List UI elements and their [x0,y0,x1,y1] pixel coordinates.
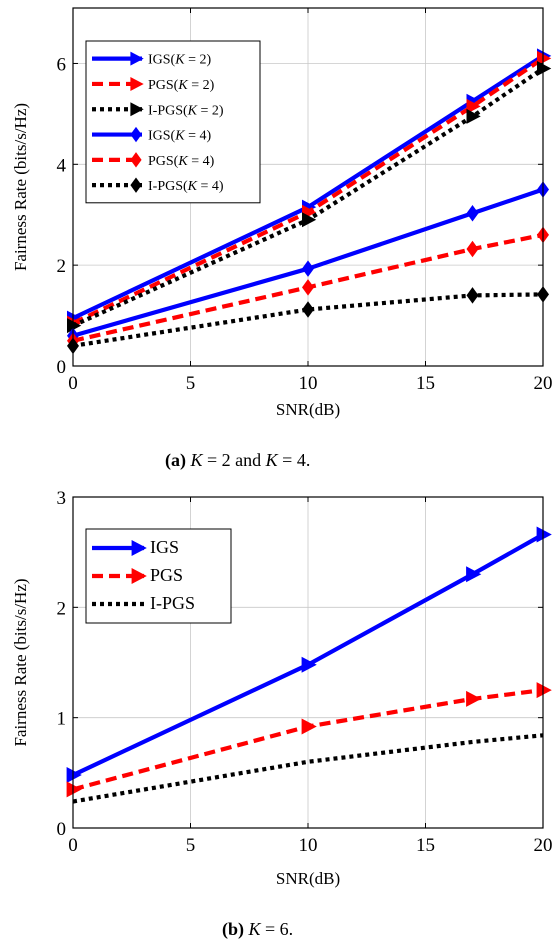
legend-label: IGS(K = 2) [148,53,211,68]
y-tick-label: 6 [57,54,67,75]
data-point [466,98,481,114]
legend: IGS PGS I-PGS [85,528,232,624]
legend-marker [130,152,142,168]
legend-marker [130,76,144,91]
data-point [537,61,552,77]
legend-marker [130,177,142,193]
legend-marker [131,540,147,556]
x-tick-label: 5 [186,373,196,394]
legend-marker [130,126,142,143]
data-point [301,656,317,673]
data-point [302,260,314,277]
data-point [67,318,82,334]
data-point [302,279,314,296]
legend-label: PGS(K = 4) [148,154,215,169]
data-point [466,204,479,222]
data-point [466,690,482,707]
legend-marker [130,102,144,117]
series-line-2 [72,687,544,792]
legend-box [85,40,261,204]
data-point [536,526,552,543]
legend-label: I-PGS(K = 4) [148,179,224,194]
caption: (a) K = 2 and K = 4. [165,450,310,471]
legend-label: I-PGS(K = 2) [148,103,224,118]
x-tick-label: 20 [534,373,553,394]
chart-a: 0 5 10 15 20 0 2 4 6 SNR(dB) Fairness Rate (bits/s… [11,7,553,471]
data-point [301,718,317,735]
data-point [302,212,317,228]
y-tick-label: 0 [57,357,67,378]
series-line-3 [72,733,544,804]
x-tick-label: 15 [416,835,435,856]
y-tick-label: 2 [57,256,67,277]
y-tick-label: 3 [57,488,67,509]
y-axis-label: Fairness Rate (bits/s/Hz) [11,578,30,746]
data-point [466,108,481,124]
chart-b: 0 5 10 15 20 0 1 2 3 SNR(dB) Fairness Rate (bits/s… [11,488,553,940]
legend-label: PGS [150,565,183,585]
legend-marker [130,51,144,66]
x-tick-label: 5 [186,835,196,856]
data-point [66,781,82,798]
series-line-4 [72,187,544,338]
data-point [66,767,82,784]
x-tick-label: 0 [68,835,78,856]
legend-label: PGS(K = 2) [148,78,215,93]
series-line-2 [72,56,545,326]
legend: IGS(K = 2) PGS(K = 2) I-PGS(K = 2) IGS(K = … [85,40,261,204]
series-line-1 [72,54,545,320]
x-axis-label: SNR(dB) [276,400,340,419]
data-point [536,682,552,699]
data-point [466,566,482,583]
series-line-1 [72,532,545,777]
legend-label: IGS(K = 4) [148,129,211,144]
x-tick-label: 10 [299,835,318,856]
data-point [466,287,479,304]
y-axis-label: Fairness Rate (bits/s/Hz) [11,103,30,271]
series-line-3 [72,66,545,328]
x-tick-label: 0 [68,373,78,394]
y-tick-label: 1 [57,709,67,730]
x-tick-label: 10 [299,373,318,394]
x-tick-label: 20 [534,835,553,856]
x-axis-label: SNR(dB) [276,869,340,888]
legend-label: I-PGS [150,593,195,613]
y-tick-label: 4 [57,155,67,176]
data-point [537,50,552,66]
series-line-6 [72,292,544,348]
y-tick-label: 2 [57,598,67,619]
x-tick-label: 15 [416,373,435,394]
legend-label: IGS [150,537,179,557]
legend-marker [131,568,147,584]
data-point [302,301,314,318]
series-line-5 [72,232,544,343]
caption: (b) K = 6. [222,919,293,940]
data-point [466,240,479,258]
y-tick-label: 0 [57,819,67,840]
